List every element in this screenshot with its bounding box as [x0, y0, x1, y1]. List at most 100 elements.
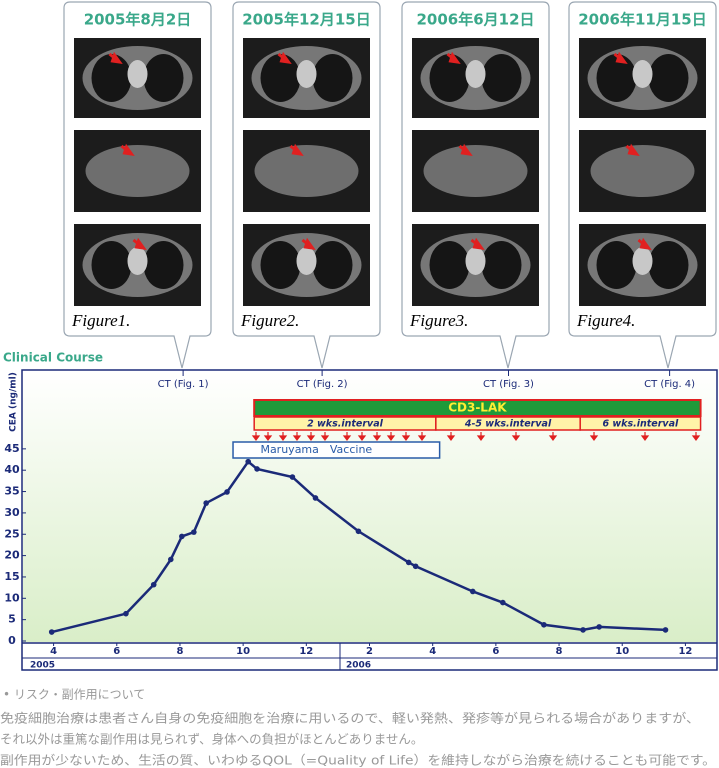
- dose-arrow: [263, 432, 273, 441]
- ct-mediastinum: [296, 60, 317, 88]
- x-tick-label: 6: [113, 646, 120, 657]
- data-point: [150, 581, 157, 588]
- data-point: [312, 495, 319, 501]
- figure-date: 2005年8月2日: [84, 11, 192, 29]
- ct-arrow: [613, 51, 628, 64]
- ct-mediastinum: [465, 247, 486, 275]
- dose-arrow: [401, 432, 411, 441]
- data-point: [254, 466, 260, 472]
- data-point: [48, 629, 55, 635]
- data-point: [412, 563, 419, 570]
- note-heading: • リスク・副作用について: [3, 688, 145, 702]
- x-tick-label: 8: [176, 646, 183, 657]
- y-tick-label: 20: [4, 549, 20, 562]
- ct-arrow: [625, 143, 640, 156]
- ct-arrow: [470, 237, 485, 250]
- figure-caption: Figure1.: [71, 311, 130, 330]
- vaccine-box: [232, 441, 441, 459]
- ct-tissue: [590, 145, 695, 197]
- x-tick-label: 6: [492, 646, 499, 657]
- dose-arrow: [320, 432, 330, 441]
- note-line: 副作用が少ないため、生活の質、いわゆるQOL（=Quality of Life）…: [0, 753, 716, 768]
- dose-arrow: [691, 432, 701, 441]
- ct-lung: [481, 241, 522, 289]
- ct-mediastinum: [465, 60, 486, 88]
- data-point: [289, 474, 296, 480]
- y-tick-label: 35: [4, 485, 19, 498]
- ct-lung: [260, 54, 301, 102]
- year-label: 2005: [30, 661, 55, 671]
- x-tick-label: 10: [236, 646, 250, 657]
- data-point: [224, 489, 230, 495]
- ct-arrow: [277, 51, 292, 64]
- dose-arrow: [589, 432, 599, 441]
- figure-date: 2005年12月15日: [242, 11, 371, 29]
- dose-arrow: [372, 432, 382, 441]
- dose-arrow: [640, 432, 650, 441]
- ct-lung: [481, 54, 522, 102]
- dose-arrow: [342, 432, 352, 441]
- x-tick-label: 4: [429, 646, 436, 657]
- y-tick-label: 15: [4, 570, 19, 583]
- ct-marker-label: CT (Fig. 3): [483, 379, 534, 390]
- y-tick-label: 25: [4, 527, 19, 540]
- x-tick-label: 2: [366, 646, 373, 657]
- ct-mediastinum: [127, 60, 148, 88]
- ct-arrow: [458, 143, 473, 156]
- ct-arrow: [446, 51, 461, 64]
- figure-caption: Figure4.: [576, 311, 635, 330]
- figure-caption: Figure3.: [409, 311, 468, 330]
- year-label: 2006: [346, 661, 371, 671]
- y-tick-label: 10: [4, 591, 20, 604]
- data-point: [191, 529, 197, 535]
- dose-arrow: [292, 432, 302, 441]
- y-tick-label: 40: [4, 463, 20, 476]
- ct-lung: [143, 241, 184, 289]
- ct-lung: [91, 241, 132, 289]
- ct-arrow: [108, 51, 123, 64]
- y-axis-label: CEA (ng/ml): [9, 372, 19, 432]
- x-tick-label: 10: [615, 646, 629, 657]
- ct-lung: [143, 54, 184, 102]
- y-tick-label: 0: [8, 634, 16, 647]
- dose-arrow: [278, 432, 288, 441]
- ct-marker-label: CT (Fig. 1): [158, 379, 209, 390]
- ct-lung: [312, 241, 353, 289]
- y-tick-label: 5: [8, 613, 16, 626]
- ct-lung: [429, 54, 470, 102]
- data-point: [245, 458, 251, 465]
- ct-mediastinum: [296, 247, 317, 275]
- dose-arrow: [417, 432, 427, 441]
- figure-date: 2006年6月12日: [416, 11, 534, 29]
- data-point: [179, 533, 185, 540]
- interval-label: 4-5 wks.interval: [464, 419, 552, 430]
- ct-lung: [596, 241, 637, 289]
- dose-arrow: [386, 432, 396, 441]
- data-point: [580, 627, 586, 633]
- ct-tissue: [85, 145, 190, 197]
- ct-lung: [260, 241, 301, 289]
- data-point: [541, 621, 547, 628]
- ct-lung: [596, 54, 637, 102]
- ct-arrow: [132, 237, 147, 250]
- dose-arrow: [251, 432, 261, 441]
- ct-arrow: [120, 143, 135, 156]
- data-point: [500, 599, 506, 606]
- y-tick-label: 45: [4, 442, 19, 455]
- data-point: [662, 627, 669, 633]
- ct-mediastinum: [632, 247, 653, 275]
- dose-arrow: [548, 432, 558, 441]
- note-line: それ以外は重篤な副作用は見られず、身体への負担がほとんどありません。: [0, 732, 423, 747]
- dose-arrow: [357, 432, 367, 441]
- dose-arrow: [511, 432, 521, 441]
- data-point: [355, 528, 362, 535]
- ct-lung: [312, 54, 353, 102]
- dose-arrow: [476, 432, 486, 441]
- dose-arrow: [446, 432, 456, 441]
- note-line: 免疫細胞治療は患者さん自身の免疫細胞を治療に用いるので、軽い発熱、発疹等が見られ…: [0, 711, 700, 726]
- ct-arrow: [289, 143, 304, 156]
- data-point: [167, 556, 174, 563]
- ct-lung: [429, 241, 470, 289]
- ct-marker-label: CT (Fig. 4): [644, 379, 695, 390]
